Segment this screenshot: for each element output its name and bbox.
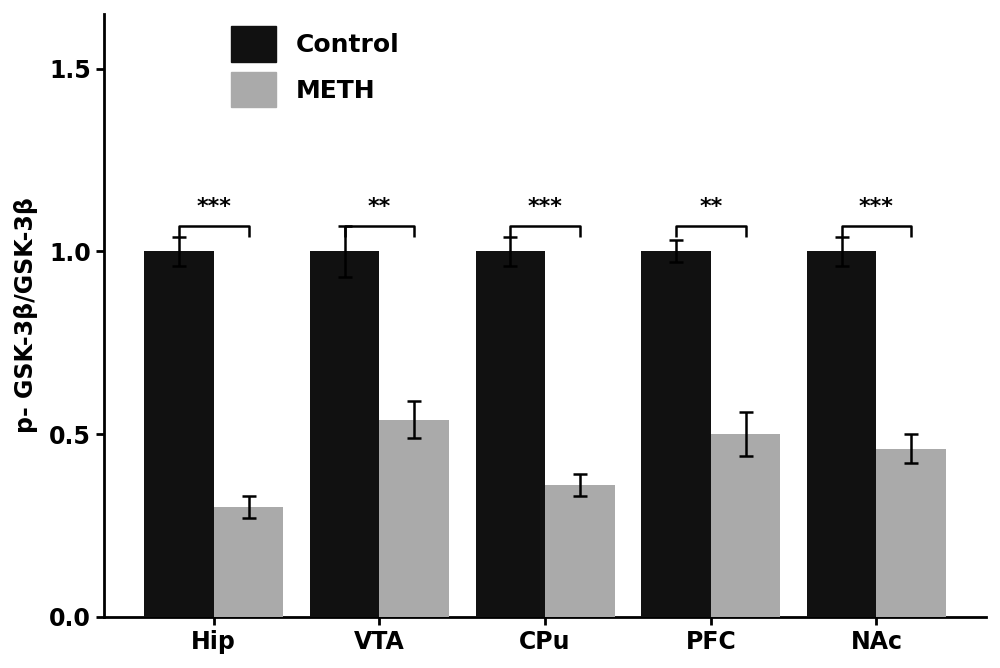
Text: **: ** [699,196,722,216]
Bar [310,251,379,617]
Text: ***: *** [859,196,894,216]
Text: **: ** [368,196,391,216]
Bar [379,420,449,617]
Bar [476,251,545,617]
Bar [144,251,214,617]
Text: ***: *** [528,196,563,216]
Bar [641,251,711,617]
Legend: Control, METH: Control, METH [231,27,400,107]
Bar [876,449,946,617]
Text: ***: *** [196,196,231,216]
Bar [214,507,283,617]
Bar [545,486,615,617]
Bar [807,251,876,617]
Y-axis label: p- GSK-3β/GSK-3β: p- GSK-3β/GSK-3β [14,198,38,434]
Bar [711,434,780,617]
